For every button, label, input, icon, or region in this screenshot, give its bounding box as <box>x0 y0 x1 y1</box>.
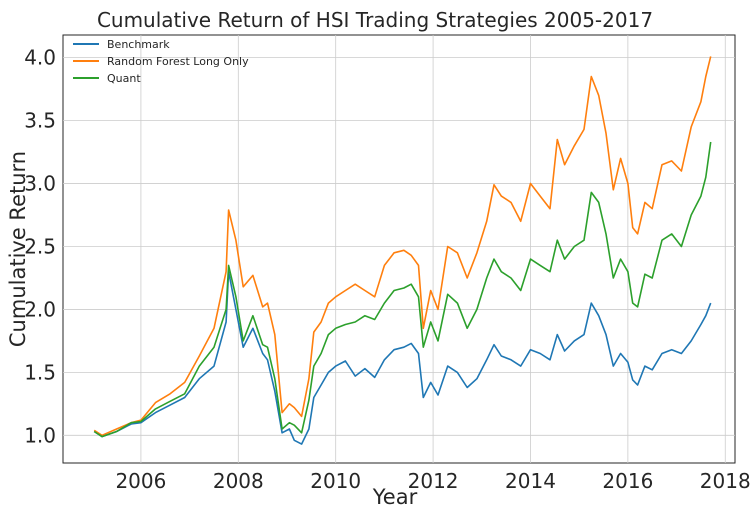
y-tick-label: 3.5 <box>24 109 56 133</box>
x-tick-label: 2006 <box>115 469 166 493</box>
y-tick-label: 1.5 <box>24 360 56 384</box>
chart-title: Cumulative Return of HSI Trading Strateg… <box>97 8 653 32</box>
legend-label: Random Forest Long Only <box>107 55 249 68</box>
legend-label: Quant <box>107 72 141 85</box>
x-tick-label: 2016 <box>602 469 653 493</box>
grid <box>63 35 735 463</box>
legend: Benchmark Random Forest Long Only Quant <box>73 38 249 85</box>
x-tick-label: 2010 <box>310 469 361 493</box>
series-line-1 <box>93 56 712 437</box>
series-line-2 <box>93 141 712 438</box>
y-axis-label: Cumulative Return <box>6 151 30 347</box>
x-tick-label: 2012 <box>408 469 459 493</box>
x-tick-label: 2018 <box>700 469 750 493</box>
x-tick-labels: 2006 2008 2010 2012 2014 2016 2018 <box>115 469 750 493</box>
y-tick-label: 1.0 <box>24 423 56 447</box>
x-tick-label: 2008 <box>213 469 264 493</box>
x-axis-label: Year <box>372 485 418 509</box>
y-tick-label: 4.0 <box>24 46 56 70</box>
series-lines <box>93 56 712 445</box>
y-tick-label: 2.0 <box>24 297 56 321</box>
y-tick-labels: 1.0 1.5 2.0 2.5 3.0 3.5 4.0 <box>24 46 56 448</box>
series-line-0 <box>93 270 712 445</box>
y-tick-label: 3.0 <box>24 172 56 196</box>
plot-area <box>62 34 736 464</box>
legend-label: Benchmark <box>107 38 170 51</box>
x-tick-label: 2014 <box>505 469 556 493</box>
y-tick-label: 2.5 <box>24 234 56 258</box>
